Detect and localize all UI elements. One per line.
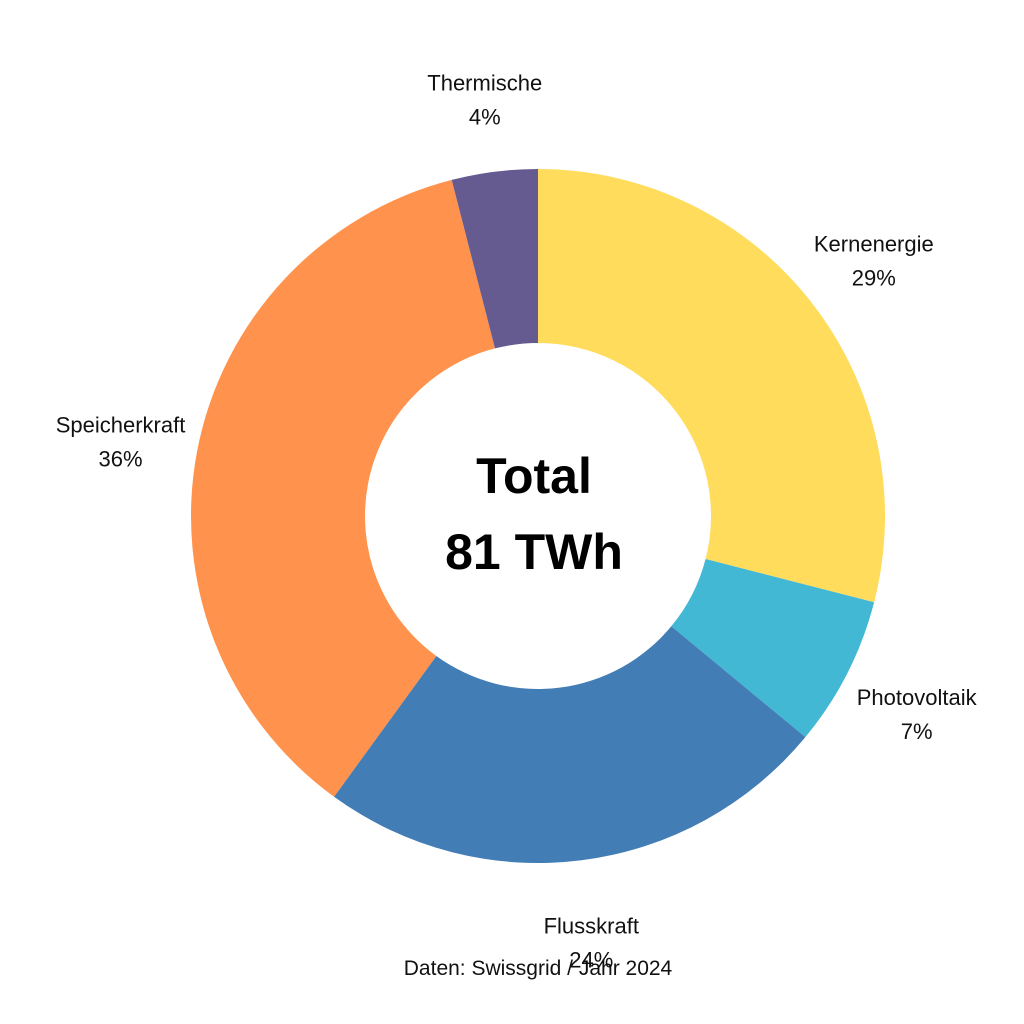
labels-layer: Kernenergie 29% Photovoltaik 7% Flusskraft 24… [56, 70, 978, 972]
slice-label-photovoltaik: Photovoltaik [857, 685, 978, 710]
slice-label-speicherkraft: Speicherkraft [56, 412, 186, 437]
slice-kernenergie [538, 169, 885, 603]
center-total-value: 81 TWh [445, 524, 623, 580]
slice-thermische [451, 169, 538, 349]
slices-layer [191, 169, 885, 863]
source-note: Daten: Swissgrid / Jahr 2024 [404, 957, 673, 980]
slice-label-thermische: Thermische [427, 70, 542, 95]
slice-photovoltaik [671, 559, 875, 738]
slice-flusskraft [334, 626, 806, 863]
slice-label-flusskraft: Flusskraft [544, 914, 639, 939]
center-total-label: Total [476, 448, 592, 504]
slice-label-kernenergie: Kernenergie [814, 232, 934, 257]
slice-speicherkraft [191, 179, 495, 797]
slice-percent-thermische: 4% [469, 104, 501, 129]
slice-percent-speicherkraft: 36% [99, 446, 143, 471]
slice-percent-flusskraft: 24% [569, 948, 613, 973]
slice-percent-kernenergie: 29% [852, 266, 896, 291]
slice-percent-photovoltaik: 7% [901, 719, 933, 744]
